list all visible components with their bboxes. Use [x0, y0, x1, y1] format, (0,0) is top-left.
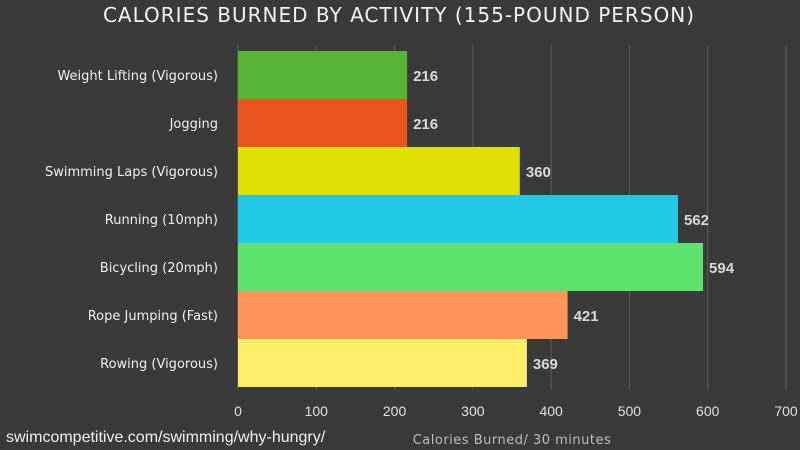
bar-value-label: 216: [413, 68, 438, 85]
bar-value-label: 421: [574, 308, 599, 325]
x-axis-ticks: 0 100 200 300 400 500 600 700: [234, 403, 798, 419]
bar-value-label: 594: [709, 260, 735, 277]
value-labels: 216 216 360 562 594 421 369: [413, 68, 735, 373]
x-tick-label: 100: [305, 403, 329, 419]
bar-value-label: 562: [684, 212, 709, 229]
category-label: Bicycling (20mph): [100, 261, 218, 276]
category-label: Running (10mph): [105, 213, 218, 228]
bars: [238, 51, 704, 387]
x-axis-label: Calories Burned/ 30 minutes: [413, 433, 612, 448]
category-label: Swimming Laps (Vigorous): [45, 165, 218, 180]
bar: [238, 339, 527, 387]
chart-title: CALORIES BURNED BY ACTIVITY (155-POUND P…: [103, 3, 695, 27]
category-label: Rowing (Vigorous): [100, 357, 218, 372]
bar: [238, 243, 704, 291]
bar-value-label: 216: [413, 116, 438, 133]
source-link[interactable]: swimcompetitive.com/swimming/why-hungry/: [6, 429, 326, 446]
category-label: Rope Jumping (Fast): [88, 309, 218, 324]
category-label: Jogging: [169, 117, 218, 132]
x-tick-label: 700: [774, 403, 798, 419]
bar: [238, 51, 408, 99]
x-tick-label: 500: [618, 403, 642, 419]
bar: [238, 147, 520, 195]
x-tick-label: 600: [696, 403, 720, 419]
category-label: Weight Lifting (Vigorous): [57, 69, 218, 84]
bar-value-label: 369: [533, 356, 558, 373]
x-tick-label: 300: [461, 403, 485, 419]
bar: [238, 195, 678, 243]
bar: [238, 99, 408, 147]
x-tick-label: 200: [383, 403, 407, 419]
category-labels: Weight Lifting (Vigorous) Jogging Swimming…: [45, 69, 218, 372]
bar: [238, 291, 568, 339]
x-tick-label: 400: [539, 403, 563, 419]
bar-value-label: 360: [526, 164, 551, 181]
x-tick-label: 0: [234, 403, 242, 419]
